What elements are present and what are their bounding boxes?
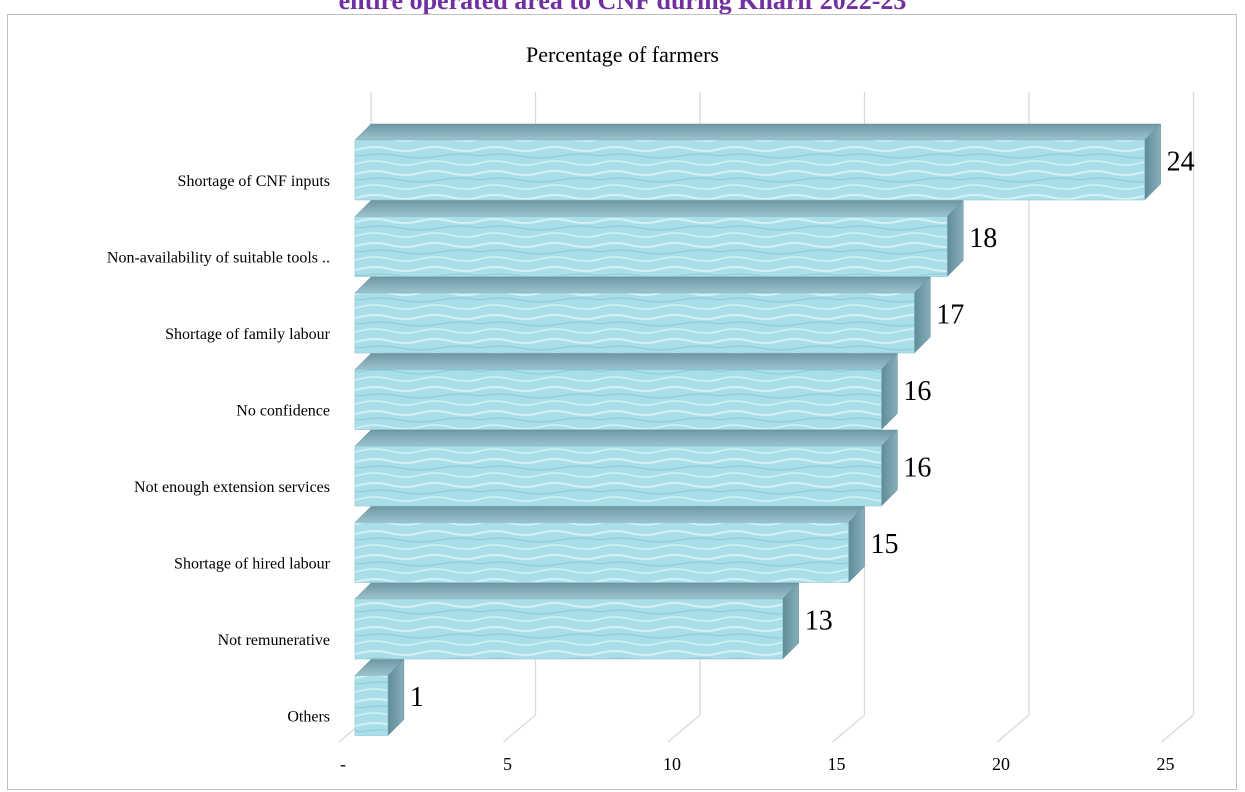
bar-front-6 bbox=[354, 598, 784, 660]
bar-top-6 bbox=[354, 582, 800, 600]
tick-label-20: 20 bbox=[992, 754, 1010, 774]
bar-top-0 bbox=[354, 123, 1162, 141]
bar-0: 24 bbox=[354, 123, 1195, 201]
floor-gridline-25 bbox=[1161, 714, 1194, 743]
bar-3: 16 bbox=[354, 352, 931, 431]
bar-top-5 bbox=[354, 506, 866, 523]
bar-6: 13 bbox=[354, 582, 833, 660]
bar-1: 18 bbox=[354, 199, 997, 278]
floor-gridline-15 bbox=[832, 714, 865, 743]
category-labels: Shortage of CNF inputs Non-availability o… bbox=[107, 173, 331, 726]
data-label-7: 1 bbox=[410, 682, 424, 713]
bar-front-0 bbox=[354, 139, 1145, 201]
bar-top-2 bbox=[354, 276, 931, 294]
category-label-3: No confidence bbox=[236, 403, 330, 420]
bar-front-3 bbox=[354, 369, 882, 430]
category-label-4: Not enough extension services bbox=[134, 479, 330, 496]
data-label-4: 16 bbox=[903, 452, 931, 483]
bar-5: 15 bbox=[354, 505, 899, 584]
bar-front-4 bbox=[354, 445, 882, 507]
tick-label-5: 5 bbox=[503, 754, 512, 774]
bar-front-5 bbox=[354, 522, 849, 583]
tick-label-10: 10 bbox=[663, 754, 681, 774]
bar-front-7 bbox=[354, 675, 389, 736]
category-label-0: Shortage of CNF inputs bbox=[178, 173, 330, 190]
bar-front-2 bbox=[354, 292, 915, 354]
bar-7: 1 bbox=[354, 658, 424, 737]
bar-top-1 bbox=[354, 200, 964, 217]
data-label-3: 16 bbox=[903, 376, 931, 407]
chart-title: Percentage of farmers bbox=[525, 42, 719, 67]
category-label-2: Shortage of family labour bbox=[165, 326, 331, 343]
floor-gridline-20 bbox=[996, 714, 1030, 743]
bar-top-4 bbox=[354, 429, 899, 447]
category-label-5: Shortage of hired labour bbox=[174, 556, 331, 573]
data-label-2: 17 bbox=[936, 299, 964, 330]
category-label-7: Others bbox=[287, 709, 330, 726]
bar-2: 17 bbox=[354, 276, 964, 354]
data-label-0: 24 bbox=[1167, 146, 1195, 177]
floor-gridline-10 bbox=[667, 714, 701, 743]
bar-4: 16 bbox=[354, 429, 931, 507]
page-title: entire operated area to CNF during Khari… bbox=[338, 0, 907, 15]
category-label-1: Non-availability of suitable tools .. bbox=[107, 250, 330, 267]
data-label-5: 15 bbox=[871, 529, 899, 560]
tick-label-25: 25 bbox=[1157, 754, 1175, 774]
floor-gridline-5 bbox=[503, 714, 536, 743]
bar-front-1 bbox=[354, 216, 948, 277]
x-axis-ticks: - 5 10 15 20 25 bbox=[340, 754, 1175, 774]
data-label-1: 18 bbox=[969, 223, 997, 254]
data-label-6: 13 bbox=[805, 605, 833, 636]
tick-label-15: 15 bbox=[828, 754, 846, 774]
category-label-6: Not remunerative bbox=[218, 632, 330, 649]
bars: 24 18 17 16 16 15 13 1 bbox=[354, 123, 1195, 737]
bar-top-3 bbox=[354, 353, 899, 370]
tick-label-0: - bbox=[340, 754, 346, 774]
